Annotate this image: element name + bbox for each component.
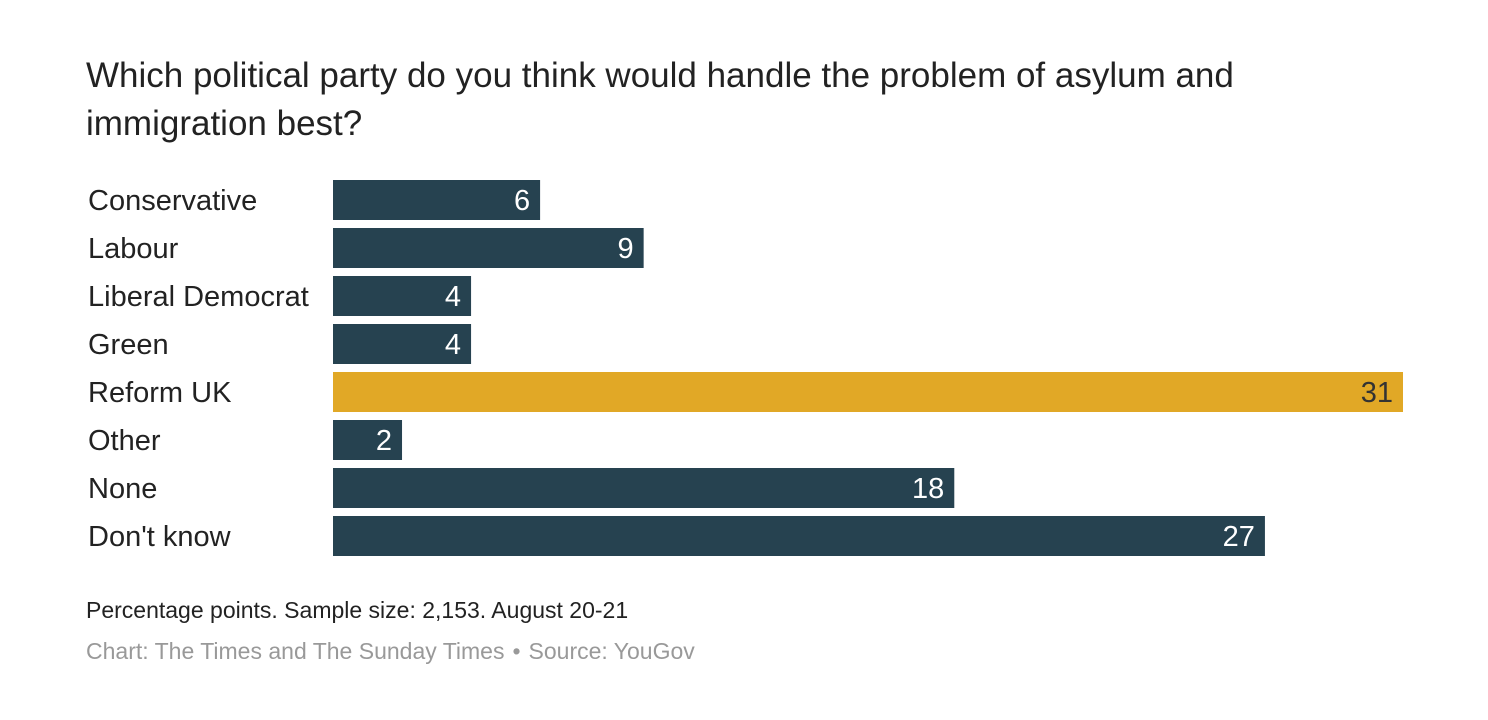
category-label-green: Green [88,329,169,361]
value-label-other: 2 [376,425,392,457]
bar-reform-uk [333,372,1403,412]
value-label-liberal-democrat: 4 [445,281,461,313]
value-label-none: 18 [912,473,944,505]
source-credit: Source: YouGov [528,638,695,664]
category-label-don-t-know: Don't know [88,521,232,553]
value-label-labour: 9 [618,233,634,265]
bar-conservative [333,180,541,220]
category-label-labour: Labour [88,233,179,265]
bar-liberal-democrat [333,276,472,316]
value-label-reform-uk: 31 [1361,377,1393,409]
bar-green [333,324,472,364]
category-label-liberal-democrat: Liberal Democrat [88,281,309,313]
bar-none [333,468,955,508]
value-label-conservative: 6 [514,185,530,217]
chart-credits: Chart: The Times and The Sunday Times • So… [86,638,695,665]
bar-other [333,420,403,460]
chart-credit: Chart: The Times and The Sunday Times [86,638,505,664]
category-label-none: None [88,473,157,505]
category-label-reform-uk: Reform UK [88,377,232,409]
credit-separator: • [512,638,521,664]
value-label-don-t-know: 27 [1223,521,1255,553]
value-label-green: 4 [445,329,461,361]
category-label-conservative: Conservative [88,185,257,217]
bar-don-t-know [333,516,1265,556]
category-label-other: Other [88,425,161,457]
chart-note: Percentage points. Sample size: 2,153. A… [86,597,629,623]
chart-title: Which political party do you think would… [86,56,1234,143]
bar-labour [333,228,644,268]
